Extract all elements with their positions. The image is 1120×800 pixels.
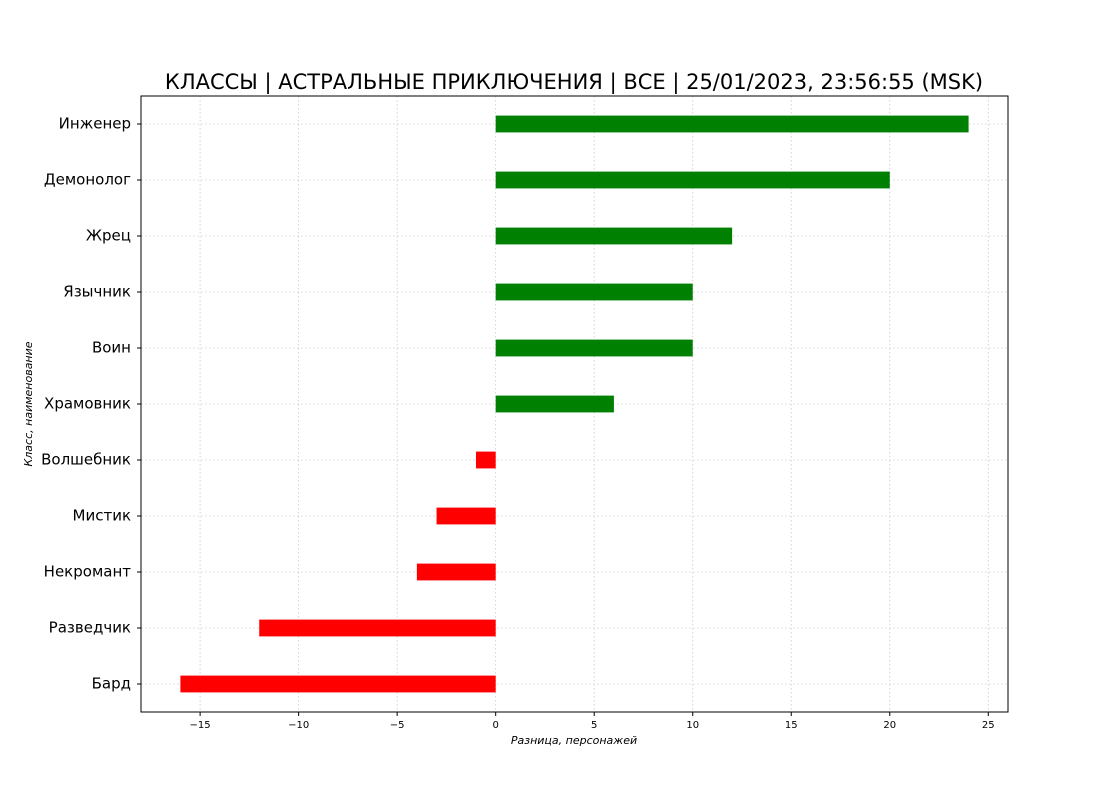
x-tick-label: 5 [591,720,597,731]
y-axis-label: Класс, наименование [22,341,35,466]
y-tick-label: Демонолог [44,171,131,189]
x-tick-label: 25 [982,720,995,731]
bar [259,619,496,637]
x-axis-label: Разница, персонажей [511,734,637,747]
plot-frame [140,95,1009,713]
bar [495,171,890,189]
bar [495,339,693,357]
y-tick-label: Инженер [59,115,131,133]
bar [475,451,496,469]
x-tick-label: −15 [190,720,211,731]
bar [416,563,496,581]
y-tick-label: Язычник [63,283,131,301]
bar [495,283,693,301]
y-tick-label: Жрец [86,227,131,245]
x-tick-label: 0 [492,720,498,731]
chart-title: КЛАССЫ | АСТРАЛЬНЫЕ ПРИКЛЮЧЕНИЯ | ВСЕ | … [165,70,983,95]
y-tick-label: Воин [92,339,131,357]
bar [495,115,969,133]
x-tick-label: 10 [686,720,699,731]
bar [495,395,614,413]
y-tick-label: Храмовник [44,395,131,413]
y-tick-label: Бард [92,675,131,693]
y-tick-label: Волшебник [41,451,131,469]
y-tick-label: Разведчик [49,619,131,637]
y-tick-label: Мистик [73,507,131,525]
y-tick-label: Некромант [44,563,132,581]
bar [436,507,496,525]
x-tick-label: −5 [390,720,405,731]
bar [180,675,496,693]
bar [495,227,733,245]
x-tick-label: 15 [785,720,798,731]
x-tick-label: 20 [883,720,896,731]
x-tick-label: −10 [288,720,309,731]
